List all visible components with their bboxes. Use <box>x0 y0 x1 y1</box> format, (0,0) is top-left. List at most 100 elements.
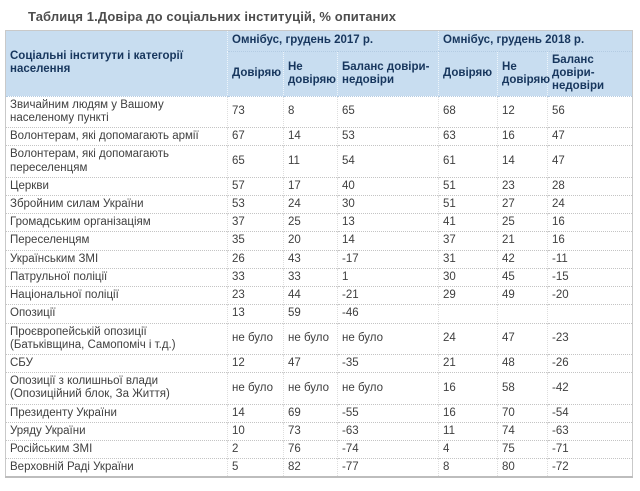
value-cell: 82 <box>283 458 338 478</box>
table-row: Верховній Раді України 5 82 -77 8 80 -72 <box>5 458 634 478</box>
value-cell: 12 <box>227 353 284 373</box>
value-cell: 53 <box>227 194 284 214</box>
table-row: Громадським організаціям 37 25 13 41 25 … <box>5 213 634 232</box>
value-cell: 24 <box>438 322 499 355</box>
row-label: Опозиції <box>5 304 228 323</box>
value-cell: 16 <box>547 213 634 232</box>
value-cell: -74 <box>337 440 440 459</box>
column-header-distrust-2018: Не довіряю <box>497 51 550 97</box>
value-cell: -11 <box>547 249 634 269</box>
value-cell: -23 <box>547 322 634 355</box>
value-cell: 24 <box>547 194 634 214</box>
table-row: Російським ЗМІ 2 76 -74 4 75 -71 <box>5 440 634 459</box>
value-cell: 13 <box>337 213 440 232</box>
row-label: Збройним силам України <box>5 194 228 214</box>
value-cell: 51 <box>438 194 499 214</box>
value-cell: 23 <box>497 176 549 196</box>
value-cell: не було <box>337 322 440 355</box>
value-cell: 16 <box>547 231 634 251</box>
value-cell: не було <box>283 322 338 355</box>
value-cell: 33 <box>227 267 284 287</box>
table-row: Національної поліції 23 44 -21 29 49 -20 <box>5 286 634 305</box>
column-group-omnibus-2017: Омнібус, грудень 2017 р. <box>227 30 440 52</box>
row-label: Національної поліції <box>5 286 228 305</box>
value-cell: 29 <box>438 286 499 305</box>
value-cell: 26 <box>227 249 284 269</box>
header-sub-row: Довіряю Не довіряю Баланс довіри-недовір… <box>6 51 634 97</box>
value-cell: 31 <box>438 249 499 269</box>
table-header: Соціальні інститути і категорії населенн… <box>5 30 634 97</box>
value-cell: 73 <box>227 95 284 128</box>
value-cell: 48 <box>497 353 549 373</box>
row-label: Уряду України <box>5 421 228 441</box>
value-cell: -35 <box>337 353 440 373</box>
table-title: Таблиця 1.Довіра до соціальних інституці… <box>28 9 397 24</box>
value-cell: 8 <box>438 458 499 478</box>
value-cell: 41 <box>438 213 499 232</box>
value-cell: 25 <box>283 213 338 232</box>
table-row: Волонтерам, які допомагають переселенцям… <box>5 145 634 178</box>
value-cell: не було <box>227 322 284 355</box>
value-cell: 75 <box>497 440 549 459</box>
column-header-balance-2018: Баланс довіри-недовіри <box>547 51 634 97</box>
table-row: Церкви 57 17 40 51 23 28 <box>5 176 634 196</box>
value-cell: 44 <box>283 286 338 305</box>
value-cell: 30 <box>438 267 499 287</box>
value-cell: 33 <box>283 267 338 287</box>
value-cell: 5 <box>227 458 284 478</box>
value-cell: -54 <box>547 403 634 423</box>
value-cell: 47 <box>547 127 634 146</box>
trust-table: Соціальні інститути і категорії населенн… <box>5 30 634 479</box>
value-cell: 69 <box>283 403 338 423</box>
value-cell: 21 <box>497 231 549 251</box>
value-cell: -55 <box>337 403 440 423</box>
value-cell: 74 <box>497 421 549 441</box>
value-cell: 49 <box>497 286 549 305</box>
value-cell: 58 <box>497 372 549 405</box>
value-cell: 11 <box>283 145 338 178</box>
value-cell: 30 <box>337 194 440 214</box>
value-cell: 53 <box>337 127 440 146</box>
table-body: Звичайним людям у Вашому населеному пунк… <box>5 95 634 478</box>
table-row: Переселенцям 35 20 14 37 21 16 <box>5 231 634 251</box>
table-row: Опозиції 13 59 -46 <box>5 304 634 323</box>
value-cell: 14 <box>337 231 440 251</box>
value-cell: 63 <box>438 127 499 146</box>
column-header-distrust-2017: Не довіряю <box>283 51 338 97</box>
value-cell: 23 <box>227 286 284 305</box>
value-cell: -46 <box>337 304 440 323</box>
value-cell: 43 <box>283 249 338 269</box>
value-cell: 61 <box>438 145 499 178</box>
value-cell: 24 <box>283 194 338 214</box>
value-cell: 47 <box>547 145 634 178</box>
value-cell: 35 <box>227 231 284 251</box>
value-cell: 16 <box>438 372 499 405</box>
value-cell: 70 <box>497 403 549 423</box>
value-cell: 20 <box>283 231 338 251</box>
row-label: Російським ЗМІ <box>5 440 228 459</box>
row-label: Верховній Раді України <box>5 458 228 478</box>
table-row: Проєвропейській опозиції (Батьківщина, С… <box>5 322 634 355</box>
value-cell: 14 <box>497 145 549 178</box>
value-cell: -71 <box>547 440 634 459</box>
value-cell: 8 <box>283 95 338 128</box>
value-cell: 47 <box>497 322 549 355</box>
value-cell: 65 <box>227 145 284 178</box>
row-label: Проєвропейській опозиції (Батьківщина, С… <box>5 322 228 355</box>
row-label: Церкви <box>5 176 228 196</box>
value-cell: 45 <box>497 267 549 287</box>
value-cell: -63 <box>547 421 634 441</box>
value-cell: 16 <box>497 127 549 146</box>
value-cell: 10 <box>227 421 284 441</box>
value-cell: не було <box>227 372 284 405</box>
value-cell: 67 <box>227 127 284 146</box>
value-cell: 2 <box>227 440 284 459</box>
column-group-omnibus-2018: Омнібус, грудень 2018 р. <box>438 30 634 52</box>
value-cell: -20 <box>547 286 634 305</box>
row-label: Патрульної поліції <box>5 267 228 287</box>
table-row: Патрульної поліції 33 33 1 30 45 -15 <box>5 267 634 287</box>
column-header-balance-2017: Баланс довіри-недовіри <box>337 51 440 97</box>
table-row: Президенту України 14 69 -55 16 70 -54 <box>5 403 634 423</box>
value-cell: 4 <box>438 440 499 459</box>
table-row: Збройним силам України 53 24 30 51 27 24 <box>5 194 634 214</box>
